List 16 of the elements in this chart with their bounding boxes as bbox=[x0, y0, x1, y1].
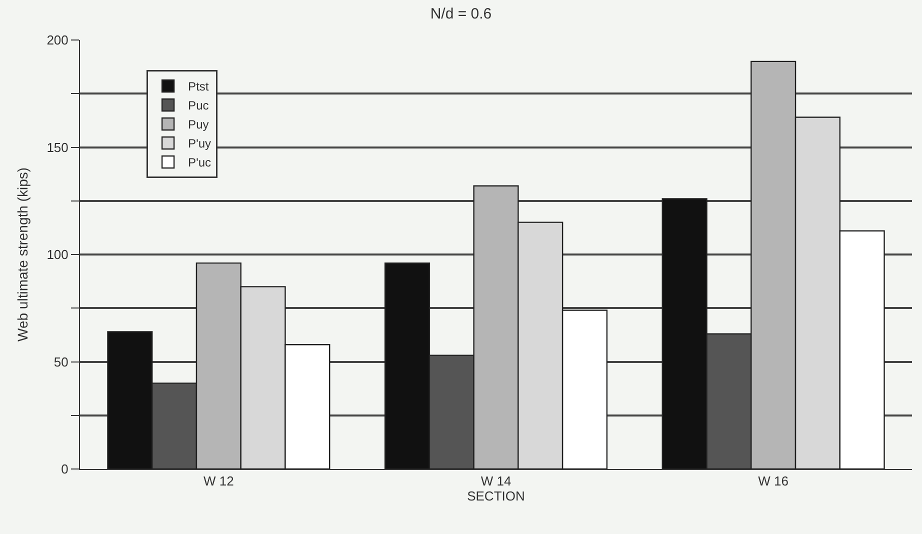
chart-title: N/d = 0.6 bbox=[430, 6, 492, 23]
y-tick-label: 150 bbox=[46, 140, 68, 155]
legend-label: Puy bbox=[188, 118, 209, 132]
y-tick-label: 200 bbox=[46, 32, 68, 48]
x-axis-title: SECTION bbox=[467, 488, 525, 504]
legend-label: P'uy bbox=[188, 136, 212, 151]
legend-label: P'uc bbox=[188, 156, 212, 170]
legend-label: Ptst bbox=[188, 80, 210, 94]
y-tick-label: 100 bbox=[46, 247, 68, 262]
y-tick-label: 50 bbox=[54, 354, 68, 370]
y-axis-title: Web ultimate strength (kips) bbox=[14, 167, 30, 342]
legend-label: Puc bbox=[188, 98, 209, 113]
x-tick-label: W 16 bbox=[758, 474, 788, 489]
x-tick-label: W 14 bbox=[480, 474, 512, 489]
x-tick-label: W 12 bbox=[204, 474, 234, 489]
y-tick-label: 0 bbox=[61, 462, 68, 477]
